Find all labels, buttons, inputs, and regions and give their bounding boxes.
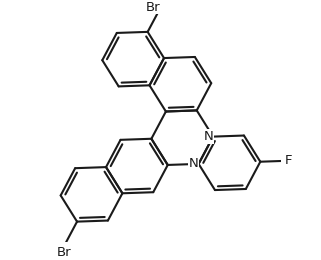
Text: Br: Br <box>57 246 71 259</box>
Text: N: N <box>189 157 199 170</box>
Text: N: N <box>203 130 213 143</box>
Text: Br: Br <box>146 1 161 14</box>
Text: F: F <box>285 154 292 167</box>
